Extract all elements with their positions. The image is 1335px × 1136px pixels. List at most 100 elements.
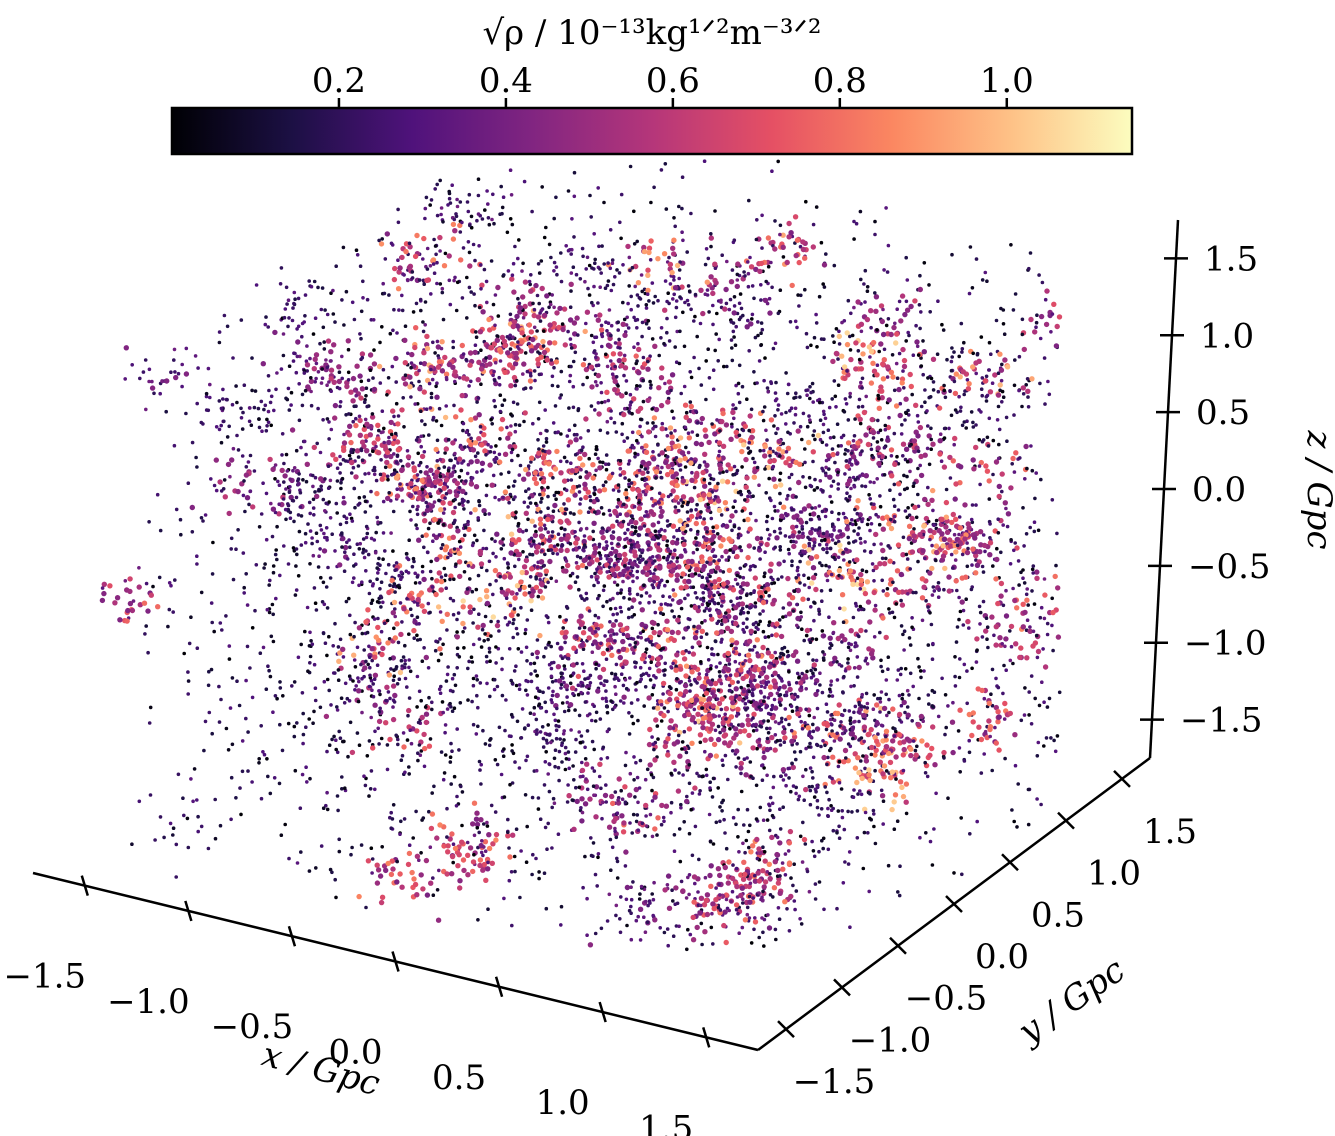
scatter-point xyxy=(446,253,452,259)
scatter-point xyxy=(536,262,541,266)
scatter-point xyxy=(748,564,753,569)
scatter-point xyxy=(325,807,330,812)
scatter-point xyxy=(474,458,480,464)
scatter-point xyxy=(1035,313,1039,318)
scatter-point xyxy=(457,376,462,380)
scatter-point xyxy=(375,577,379,581)
scatter-point xyxy=(665,736,671,742)
scatter-point xyxy=(614,619,618,623)
scatter-point xyxy=(340,376,345,381)
scatter-point xyxy=(573,708,577,712)
scatter-point xyxy=(388,453,394,460)
scatter-point xyxy=(1038,336,1043,341)
scatter-point xyxy=(707,812,712,817)
scatter-point xyxy=(481,853,485,858)
scatter-point xyxy=(217,720,222,724)
scatter-point xyxy=(496,314,501,318)
scatter-point xyxy=(745,625,749,630)
scatter-point xyxy=(719,478,726,484)
scatter-point xyxy=(836,764,841,769)
scatter-point xyxy=(453,497,457,502)
scatter-point xyxy=(686,450,691,455)
scatter-point xyxy=(149,385,156,391)
scatter-point xyxy=(595,884,599,888)
scatter-point xyxy=(377,556,381,561)
scatter-point xyxy=(983,463,989,469)
scatter-point xyxy=(817,849,821,854)
scatter-point xyxy=(521,361,527,367)
scatter-point xyxy=(507,337,512,341)
scatter-point xyxy=(482,639,487,643)
scatter-point xyxy=(815,805,820,810)
scatter-point xyxy=(649,619,656,626)
scatter-point xyxy=(967,291,972,296)
scatter-point xyxy=(627,478,631,483)
scatter-point xyxy=(862,590,869,597)
scatter-point xyxy=(854,581,861,588)
scatter-point xyxy=(878,705,884,712)
scatter-point xyxy=(363,783,368,788)
scatter-point xyxy=(958,409,963,413)
scatter-point xyxy=(285,302,289,306)
scatter-point xyxy=(714,565,721,571)
scatter-point xyxy=(364,386,369,391)
scatter-point xyxy=(723,706,730,712)
scatter-point xyxy=(267,456,273,463)
scatter-point xyxy=(1009,644,1014,649)
scatter-point xyxy=(890,353,895,357)
scatter-point xyxy=(762,695,767,699)
scatter-point xyxy=(635,576,639,580)
scatter-point xyxy=(841,511,846,516)
scatter-point xyxy=(552,801,557,805)
scatter-point xyxy=(623,864,628,868)
scatter-point xyxy=(672,216,676,220)
scatter-point xyxy=(406,571,411,575)
scatter-point xyxy=(596,186,600,190)
scatter-point xyxy=(531,421,535,426)
scatter-point xyxy=(847,641,851,646)
scatter-point xyxy=(669,372,676,378)
scatter-point xyxy=(815,486,820,490)
scatter-point xyxy=(781,504,787,510)
scatter-point xyxy=(266,774,270,779)
scatter-point xyxy=(308,511,313,516)
scatter-point xyxy=(879,664,883,669)
scatter-point xyxy=(942,756,946,760)
scatter-point xyxy=(610,671,614,676)
scatter-point xyxy=(996,714,1002,720)
scatter-point xyxy=(778,545,782,549)
scatter-point xyxy=(535,329,539,333)
scatter-point xyxy=(694,536,698,540)
scatter-point xyxy=(587,535,593,541)
scatter-point xyxy=(372,702,378,708)
scatter-point xyxy=(1055,531,1059,536)
scatter-point xyxy=(812,795,817,799)
scatter-point xyxy=(445,707,450,711)
scatter-point xyxy=(767,623,771,628)
scatter-point xyxy=(479,850,484,855)
scatter-point xyxy=(357,743,362,747)
scatter-point xyxy=(408,669,413,674)
scatter-point xyxy=(897,412,903,419)
scatter-point xyxy=(901,357,908,364)
scatter-point xyxy=(421,361,428,367)
scatter-point xyxy=(451,842,456,846)
scatter-point xyxy=(643,802,649,809)
scatter-point xyxy=(621,683,626,688)
scatter-point xyxy=(155,492,160,497)
scatter-point xyxy=(799,293,803,298)
scatter-point xyxy=(860,342,866,348)
scatter-point xyxy=(695,596,699,600)
scatter-point xyxy=(445,628,449,632)
scatter-point xyxy=(801,836,808,843)
scatter-point xyxy=(946,796,950,800)
scatter-point xyxy=(635,326,639,330)
scatter-point xyxy=(1034,575,1040,581)
scatter-point xyxy=(349,749,356,756)
scatter-point xyxy=(587,556,592,560)
scatter-point xyxy=(582,481,588,487)
scatter-point xyxy=(804,331,809,336)
scatter-point xyxy=(730,346,734,350)
scatter-point xyxy=(452,278,456,283)
scatter-point xyxy=(874,702,880,708)
